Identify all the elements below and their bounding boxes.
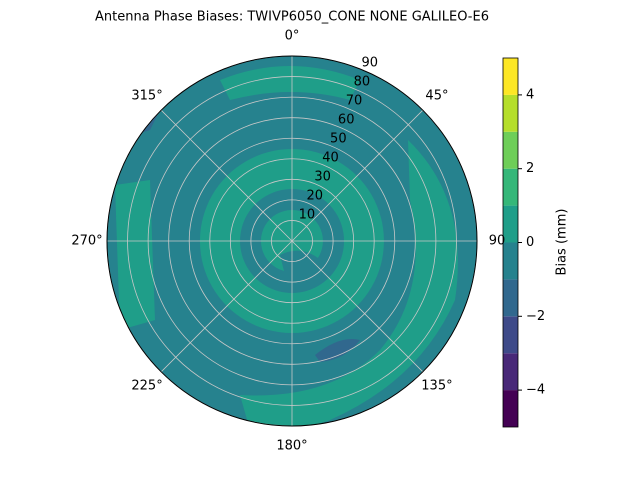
- theta-tick-label: 45°: [425, 89, 448, 104]
- colorbar-tick-label: −2: [526, 309, 545, 324]
- colorbar-band: [503, 58, 518, 95]
- theta-tick-label: 0°: [285, 29, 300, 44]
- polar-grid: [106, 55, 478, 427]
- colorbar-band: [503, 279, 518, 317]
- polar-frame: [106, 55, 478, 427]
- colorbar-label: Bias (mm): [555, 209, 570, 276]
- colorbar-tick-label: 2: [526, 161, 534, 176]
- r-tick-label: 90: [362, 56, 379, 71]
- colorbar-band: [503, 316, 518, 354]
- colorbar-band: [503, 353, 518, 391]
- theta-tick-label: 180°: [276, 439, 307, 454]
- r-tick-label: 50: [330, 132, 347, 147]
- theta-tick-label: 90: [489, 234, 506, 249]
- theta-tick-label: 315°: [131, 89, 162, 104]
- grid-spoke: [160, 109, 293, 242]
- r-tick-label: 30: [314, 170, 331, 185]
- r-tick-label: 20: [306, 189, 323, 204]
- colorbar-band: [503, 94, 518, 132]
- r-tick-label: 10: [299, 208, 316, 223]
- colorbar-band: [503, 390, 518, 427]
- colorbar-band: [503, 168, 518, 206]
- theta-tick-label: 225°: [131, 378, 162, 393]
- theta-tick-label: 270°: [71, 234, 102, 249]
- colorbar-band: [503, 205, 518, 243]
- theta-tick-label: 135°: [421, 378, 452, 393]
- colorbar-tick-label: 0: [526, 235, 534, 250]
- colorbar-band: [503, 131, 518, 169]
- r-tick-label: 40: [322, 151, 339, 166]
- colorbar: [503, 58, 518, 427]
- r-tick-label: 70: [346, 94, 363, 109]
- colorbar-tick-label: −4: [526, 383, 545, 398]
- colorbar-band: [503, 242, 518, 280]
- chart-title: Antenna Phase Biases: TWIVP6050_CONE NON…: [95, 10, 489, 25]
- grid-spoke: [291, 109, 424, 242]
- colorbar-tick-label: 4: [526, 87, 534, 102]
- r-tick-label: 80: [354, 75, 371, 90]
- r-tick-label: 60: [338, 113, 355, 128]
- grid-spoke: [291, 240, 424, 373]
- grid-spoke: [160, 240, 293, 373]
